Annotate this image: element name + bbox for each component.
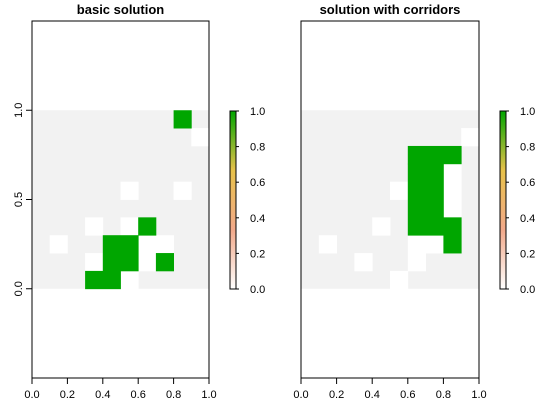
selected-cell: [443, 217, 462, 254]
unselected-cell: [443, 181, 462, 218]
unselected-cell: [372, 217, 391, 236]
y-tick-label: 0.5: [13, 192, 25, 207]
unselected-cell: [49, 235, 68, 254]
unselected-cell: [138, 235, 157, 254]
x-tick-label: 0.6: [131, 389, 146, 400]
unselected-cell: [120, 181, 139, 200]
panel-1: basic solution 0.0 0.2 0.4 0.6 0.8 1.0 0.0 0.5 1.…: [13, 2, 265, 400]
x-tick-label: 1.0: [201, 389, 216, 400]
selected-cell: [102, 235, 139, 272]
y-tick-label: 0.0: [13, 281, 25, 296]
colorbar-tick-label: 1.0: [520, 106, 535, 118]
unselected-cell: [461, 128, 480, 147]
unselected-cell: [425, 235, 444, 254]
colorbar-tick-label: 0.2: [520, 248, 535, 260]
unselected-cell: [120, 270, 139, 290]
selected-cell: [407, 145, 462, 165]
selected-cell: [138, 217, 157, 236]
panel-2: solution with corridors 0.0 0.2 0.4 0.6 0.8 1.…: [293, 2, 535, 400]
colorbar-gradient: [499, 110, 507, 290]
colorbar-tick-label: 0.2: [250, 248, 265, 260]
colorbar-tick-label: 0.4: [520, 213, 535, 225]
x-tick-label: 0.8: [166, 389, 181, 400]
colorbar-tick-label: 0.4: [250, 213, 265, 225]
unselected-cell: [354, 253, 373, 272]
unselected-cell: [138, 253, 157, 272]
x-tick-label: 0.2: [329, 389, 344, 400]
colorbar: 0.0 0.2 0.4 0.6 0.8 1.0: [499, 106, 535, 296]
unselected-cell: [85, 253, 104, 272]
chart-title: solution with corridors: [320, 2, 461, 17]
colorbar-gradient: [229, 110, 237, 290]
x-tick-label: 0.6: [400, 389, 415, 400]
unselected-cell: [390, 181, 409, 200]
colorbar-tick-label: 0.0: [520, 284, 535, 296]
x-tick-label: 1.0: [471, 389, 486, 400]
unselected-cell: [318, 235, 337, 254]
selected-cell: [155, 253, 174, 272]
unselected-cell: [120, 217, 139, 236]
colorbar: 0.0 0.2 0.4 0.6 0.8 1.0: [229, 106, 265, 296]
unselected-cell: [443, 163, 462, 183]
selected-cell: [173, 110, 192, 129]
unselected-cell: [390, 270, 409, 290]
colorbar-tick-label: 0.8: [520, 142, 535, 154]
x-tick-label: 0.8: [436, 389, 451, 400]
colorbar-tick-label: 0.8: [250, 142, 265, 154]
plot-frame: [300, 20, 480, 379]
x-tick-label: 0.4: [365, 389, 380, 400]
y-tick-label: 1.0: [13, 103, 25, 118]
selected-cell: [85, 270, 121, 290]
x-tick-label: 0.0: [24, 389, 39, 400]
chart-title: basic solution: [77, 2, 164, 17]
unselected-cell: [407, 235, 426, 272]
unselected-cell: [85, 217, 104, 236]
x-tick-label: 0.4: [95, 389, 110, 400]
selected-cell: [407, 163, 444, 236]
colorbar-tick-label: 0.6: [520, 177, 535, 189]
unselected-cell: [173, 181, 192, 200]
x-tick-label: 0.0: [293, 389, 308, 400]
x-tick-label: 0.2: [60, 389, 75, 400]
unselected-cell: [191, 128, 210, 147]
unselected-cell: [155, 235, 174, 254]
colorbar-tick-label: 0.6: [250, 177, 265, 189]
colorbar-tick-label: 1.0: [250, 106, 265, 118]
colorbar-tick-label: 0.0: [250, 284, 265, 296]
